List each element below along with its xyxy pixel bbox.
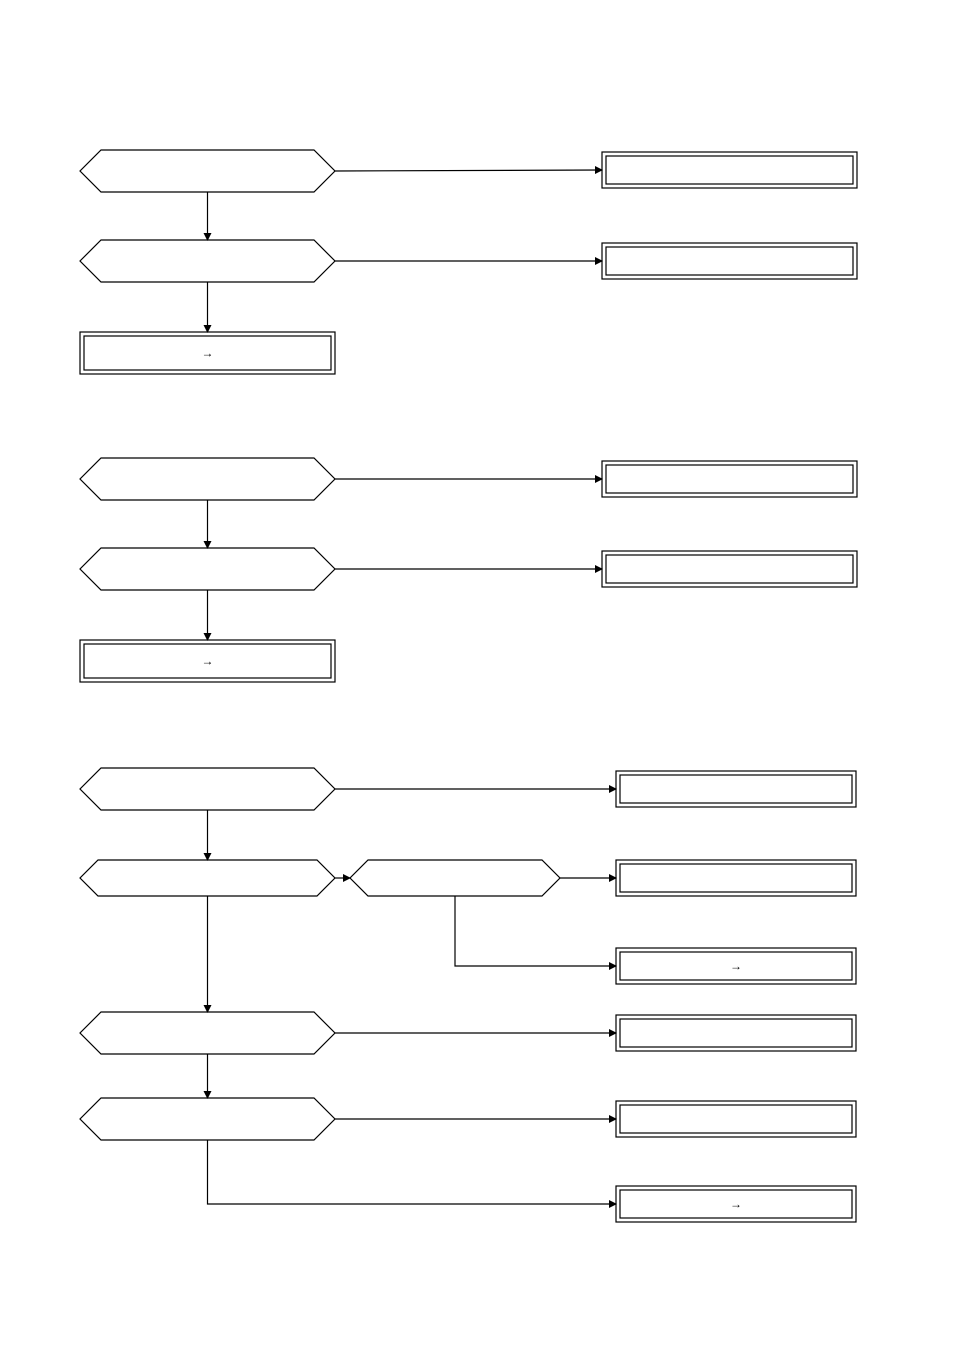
node-label-p6: → [202, 654, 214, 668]
node-label-p9: → [730, 959, 742, 973]
node-label-p12: → [730, 1197, 742, 1211]
node-label-p3: → [202, 346, 214, 360]
flowchart-canvas: → → → → [0, 0, 954, 1351]
